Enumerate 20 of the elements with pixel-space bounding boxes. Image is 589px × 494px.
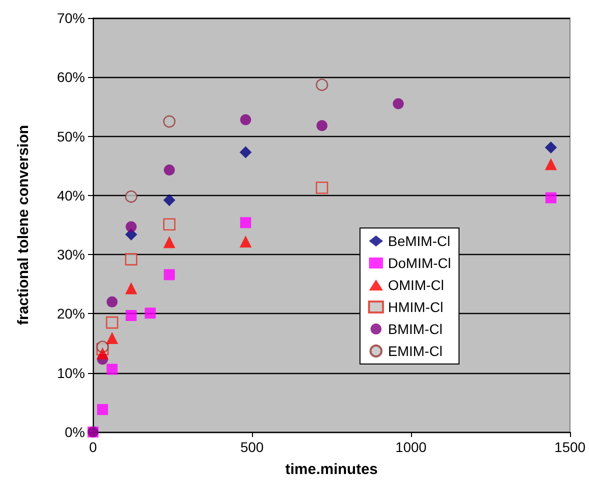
legend-label: DoMIM-Cl: [388, 255, 452, 271]
y-tick-label: 40%: [56, 187, 85, 204]
y-axis-title: fractional tolene conversion: [15, 124, 32, 326]
x-axis-title: time.minutes: [285, 461, 378, 478]
x-tick-label: 1000: [395, 439, 427, 455]
y-tick-label: 30%: [56, 246, 85, 263]
y-tick-label: 20%: [56, 306, 85, 322]
x-tick-label: 1500: [554, 439, 586, 455]
x-tick-label: 500: [240, 439, 264, 455]
legend-label: HMIM-Cl: [388, 299, 444, 315]
y-tick-label: 0%: [64, 424, 85, 440]
legend-label: OMIM-Cl: [388, 277, 444, 293]
legend-label: BeMIM-Cl: [388, 233, 450, 249]
y-tick-label: 10%: [56, 364, 85, 381]
y-tick-label: 60%: [56, 69, 85, 86]
legend-label: EMIM-Cl: [388, 343, 442, 359]
legend-label: BMIM-Cl: [388, 321, 442, 337]
x-tick-label: 0: [89, 439, 98, 455]
y-tick-label: 50%: [56, 128, 85, 144]
y-tick-label: 70%: [56, 10, 85, 26]
